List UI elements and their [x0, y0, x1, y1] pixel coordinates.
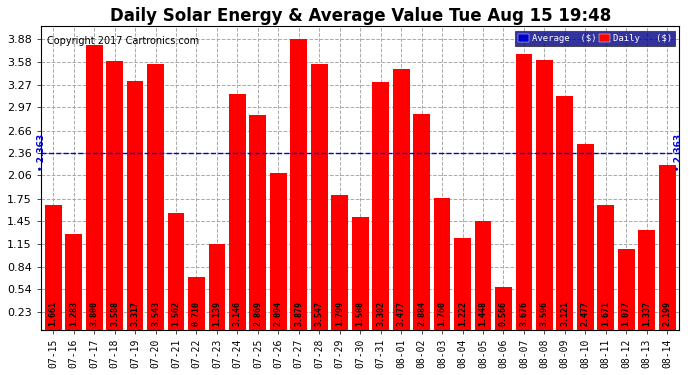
- Bar: [598, 205, 614, 330]
- Bar: [495, 287, 512, 330]
- Text: 1.139: 1.139: [213, 301, 221, 326]
- Bar: [331, 195, 348, 330]
- Text: 1.671: 1.671: [601, 301, 610, 326]
- Text: 3.588: 3.588: [110, 301, 119, 326]
- Bar: [352, 217, 368, 330]
- Text: 0.710: 0.710: [192, 301, 201, 326]
- Text: • 2.363: • 2.363: [37, 134, 46, 171]
- Text: 3.800: 3.800: [90, 301, 99, 326]
- Bar: [188, 276, 205, 330]
- Bar: [147, 64, 164, 330]
- Text: 3.596: 3.596: [540, 301, 549, 326]
- Text: 2.884: 2.884: [417, 301, 426, 326]
- Text: 1.760: 1.760: [437, 301, 446, 326]
- Bar: [311, 64, 328, 330]
- Text: 1.283: 1.283: [69, 301, 78, 326]
- Text: 2.477: 2.477: [581, 301, 590, 326]
- Text: 1.222: 1.222: [458, 301, 467, 326]
- Text: 2.199: 2.199: [662, 301, 671, 326]
- Bar: [66, 234, 82, 330]
- Bar: [45, 206, 61, 330]
- Text: 3.121: 3.121: [560, 301, 569, 326]
- Bar: [536, 60, 553, 330]
- Text: 3.146: 3.146: [233, 301, 242, 326]
- Text: 1.508: 1.508: [355, 301, 365, 326]
- Bar: [618, 249, 635, 330]
- Text: 2.869: 2.869: [253, 301, 262, 326]
- Text: 3.547: 3.547: [315, 301, 324, 326]
- Text: 1.077: 1.077: [622, 301, 631, 326]
- Bar: [127, 81, 144, 330]
- Bar: [577, 144, 593, 330]
- Text: 1.799: 1.799: [335, 301, 344, 326]
- Bar: [638, 230, 655, 330]
- Text: 1.448: 1.448: [478, 301, 487, 326]
- Bar: [106, 61, 123, 330]
- Text: Copyright 2017 Cartronics.com: Copyright 2017 Cartronics.com: [48, 36, 199, 46]
- Text: 1.661: 1.661: [49, 301, 58, 326]
- Text: 3.302: 3.302: [376, 301, 385, 326]
- Bar: [393, 69, 409, 330]
- Bar: [454, 238, 471, 330]
- Text: 3.317: 3.317: [130, 301, 139, 326]
- Bar: [413, 114, 430, 330]
- Text: 1.562: 1.562: [172, 301, 181, 326]
- Bar: [208, 244, 226, 330]
- Text: 3.879: 3.879: [295, 301, 304, 326]
- Text: 2.094: 2.094: [274, 301, 283, 326]
- Text: 3.676: 3.676: [520, 301, 529, 326]
- Bar: [86, 45, 103, 330]
- Text: 1.337: 1.337: [642, 301, 651, 326]
- Bar: [229, 94, 246, 330]
- Bar: [659, 165, 676, 330]
- Text: • 2.363: • 2.363: [674, 134, 683, 171]
- Bar: [290, 39, 307, 330]
- Bar: [475, 221, 491, 330]
- Bar: [556, 96, 573, 330]
- Bar: [515, 54, 532, 330]
- Bar: [250, 115, 266, 330]
- Legend: Average  ($), Daily   ($): Average ($), Daily ($): [515, 31, 675, 46]
- Text: 3.543: 3.543: [151, 301, 160, 326]
- Bar: [270, 173, 287, 330]
- Bar: [433, 198, 451, 330]
- Text: 0.566: 0.566: [499, 301, 508, 326]
- Text: 3.477: 3.477: [397, 301, 406, 326]
- Bar: [373, 82, 389, 330]
- Title: Daily Solar Energy & Average Value Tue Aug 15 19:48: Daily Solar Energy & Average Value Tue A…: [110, 7, 611, 25]
- Bar: [168, 213, 184, 330]
